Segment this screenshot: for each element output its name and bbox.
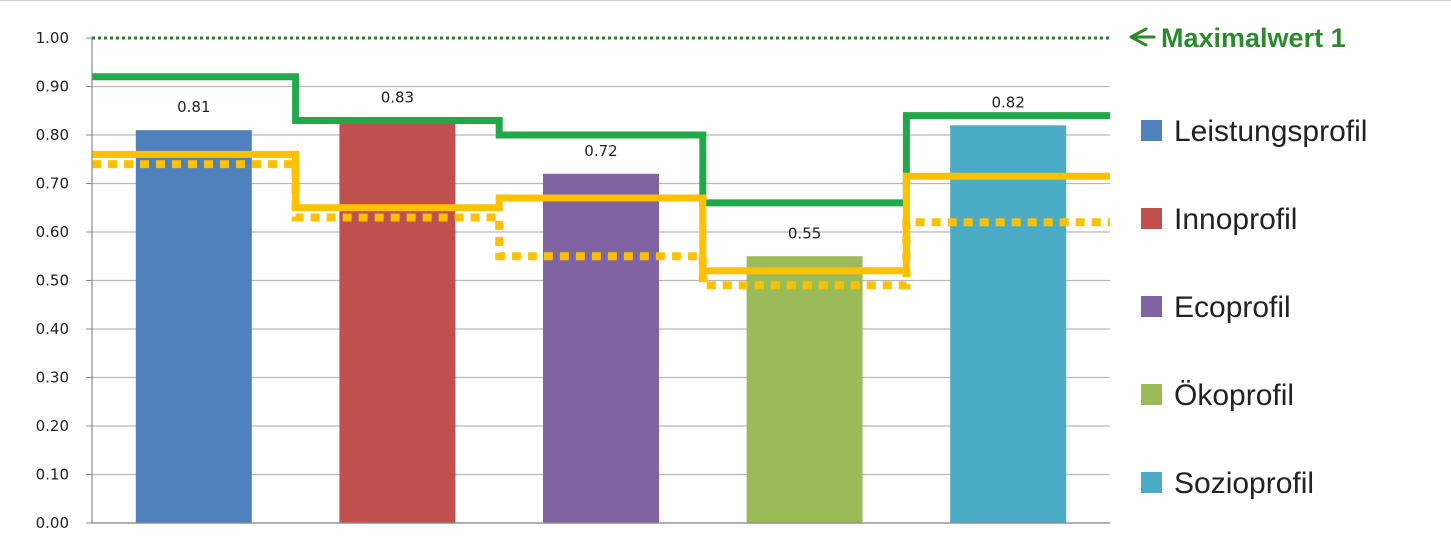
y-tick-label: 0.60: [36, 223, 69, 241]
bar: [339, 120, 456, 523]
legend-label: Innoprofil: [1174, 203, 1297, 236]
y-axis: 0.00 0.10 0.20 0.30 0.40 0.50 0.60 0.70 0.80 0.90…: [36, 29, 1110, 532]
y-tick-label: 0.50: [36, 272, 69, 290]
bar: [950, 125, 1067, 524]
max-label: Maximalwert 1: [1161, 23, 1346, 53]
step-lines: [92, 73, 1110, 290]
y-tick-label: 0.10: [36, 466, 69, 484]
legend-swatch: [1141, 120, 1162, 141]
y-tick-label: 0.20: [36, 417, 69, 435]
data-label: 0.81: [177, 98, 210, 116]
legend-label: Ökoprofil: [1174, 379, 1294, 412]
bar: [543, 173, 659, 524]
legend-label: Sozioprofil: [1174, 467, 1314, 500]
legend-swatch: [1141, 472, 1162, 493]
legend: Leistungsprofil Innoprofil Ecoprofil Ökopro…: [1141, 115, 1367, 500]
step-line-dotted: [92, 160, 1110, 290]
legend-label: Leistungsprofil: [1174, 115, 1367, 148]
data-label: 0.72: [584, 142, 617, 160]
y-tick-label: 0.40: [36, 320, 69, 338]
y-tick-label: 0.80: [36, 126, 69, 144]
legend-label: Ecoprofil: [1174, 291, 1291, 324]
bar: [746, 256, 863, 523]
bar: [135, 130, 252, 523]
y-tick-label: 0.00: [36, 514, 69, 532]
legend-swatch: [1141, 384, 1162, 405]
y-tick-label: 0.90: [36, 78, 69, 96]
arrow-left-icon: [1129, 27, 1156, 47]
data-labels: 0.81 0.83 0.72 0.55 0.82: [177, 88, 1025, 242]
legend-swatch: [1141, 208, 1162, 229]
y-tick-label: 0.30: [36, 369, 69, 387]
step-line: [92, 73, 1110, 207]
data-label: 0.55: [788, 224, 821, 242]
max-annotation: Maximalwert 1: [92, 23, 1346, 53]
data-label: 0.82: [991, 93, 1024, 111]
y-tick-label: 0.70: [36, 175, 69, 193]
bars: [135, 120, 1067, 524]
data-label: 0.83: [381, 88, 414, 106]
y-tick-label: 1.00: [36, 29, 69, 47]
legend-swatch: [1141, 296, 1162, 317]
